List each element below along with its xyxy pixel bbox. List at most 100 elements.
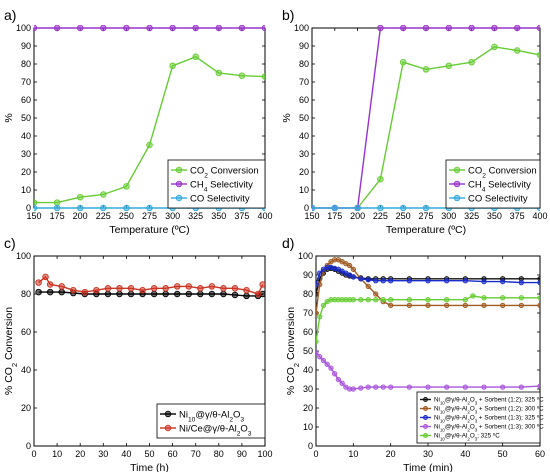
- data-point: [380, 384, 386, 390]
- x-tick-label: 275: [418, 211, 433, 221]
- y-axis-label: % CO2 Conversion: [285, 307, 301, 395]
- data-point: [388, 278, 394, 284]
- data-point: [399, 204, 407, 211]
- data-point: [104, 290, 112, 298]
- data-point: [208, 290, 216, 298]
- data-point: [328, 365, 334, 371]
- legend-swatch-marker: [164, 410, 172, 418]
- data-point: [425, 297, 431, 303]
- legend-swatch-marker: [423, 406, 428, 411]
- data-point: [513, 47, 521, 54]
- x-tick-label: 375: [234, 211, 249, 221]
- data-point: [104, 285, 112, 292]
- y-tick-label: 60: [21, 95, 31, 105]
- data-point: [42, 273, 49, 281]
- x-axis-label: Temperature (ºC): [109, 224, 189, 236]
- data-point: [70, 286, 77, 294]
- data-point: [536, 51, 540, 59]
- data-point: [500, 302, 506, 309]
- series-line: [316, 352, 540, 390]
- y-tick-label: 60: [21, 327, 31, 337]
- x-tick-label: 400: [532, 211, 547, 221]
- data-point: [536, 25, 540, 32]
- data-point: [462, 302, 468, 309]
- panel-d: d) 0 10 20 30 40 50 60 0 10 20 30 40 50 60 70 80 90 100 Tim…: [282, 235, 545, 472]
- legend-swatch-marker: [423, 433, 428, 438]
- legend-swatch-marker: [453, 194, 461, 202]
- x-tick-label: 225: [373, 211, 388, 221]
- data-point: [373, 278, 379, 284]
- data-point: [470, 293, 476, 299]
- data-point: [254, 290, 262, 298]
- data-point: [365, 297, 371, 303]
- data-point: [150, 290, 158, 298]
- data-point: [146, 25, 153, 32]
- x-tick-label: 20: [386, 449, 396, 459]
- data-point: [481, 278, 487, 285]
- data-point: [316, 281, 319, 288]
- legend-entry: CH4 Selectivity: [190, 179, 253, 193]
- data-point: [146, 204, 153, 211]
- data-point: [518, 302, 524, 309]
- x-tick-label: 275: [142, 211, 157, 221]
- data-point: [192, 53, 199, 61]
- data-point: [445, 62, 453, 70]
- data-point: [462, 384, 468, 390]
- y-tick-label: 0: [304, 203, 309, 213]
- data-point: [123, 204, 130, 211]
- legend-entry: Ni10@γ/θ-Al2O3 + Sorbent (1:3); 300 ºC: [434, 424, 544, 433]
- x-tick-label: 30: [423, 449, 433, 459]
- data-point: [58, 283, 65, 290]
- y-tick-label: 20: [21, 403, 31, 413]
- x-tick-label: 150: [304, 211, 319, 221]
- legend-swatch-marker: [453, 180, 461, 188]
- x-tick-label: 175: [50, 211, 65, 221]
- data-point: [422, 25, 430, 32]
- data-point: [388, 302, 394, 309]
- data-point: [425, 302, 431, 309]
- y-axis-label: %: [3, 113, 15, 122]
- x-tick-label: 20: [75, 449, 85, 459]
- data-point: [422, 204, 430, 211]
- x-tick-label: 30: [98, 449, 108, 459]
- x-tick-label: 400: [257, 211, 272, 221]
- panel-label: d): [282, 235, 294, 251]
- data-point: [81, 288, 89, 296]
- data-point: [491, 25, 498, 32]
- x-tick-label: 10: [52, 449, 62, 459]
- legend-entry: Ni10@γ/θ-Al2O3 + Sorbent (1:2); 300 ºC: [434, 406, 544, 415]
- data-point: [34, 199, 38, 206]
- x-tick-label: 60: [535, 449, 545, 459]
- data-point: [34, 25, 38, 32]
- data-point: [162, 285, 169, 292]
- x-tick-label: 350: [211, 211, 226, 221]
- x-tick-label: 0: [313, 449, 318, 459]
- data-point: [537, 279, 540, 286]
- data-point: [406, 384, 412, 390]
- data-point: [162, 290, 169, 298]
- y-tick-label: 100: [294, 23, 309, 33]
- data-point: [312, 204, 316, 211]
- data-point: [500, 278, 506, 285]
- y-tick-label: 40: [21, 131, 31, 141]
- x-tick-label: 50: [498, 449, 508, 459]
- y-tick-label: 20: [303, 403, 313, 413]
- data-point: [388, 297, 394, 303]
- data-point: [444, 302, 450, 309]
- y-tick-label: 60: [299, 95, 309, 105]
- panel-label: b): [282, 7, 294, 23]
- x-tick-label: 0: [31, 449, 36, 459]
- data-point: [380, 297, 386, 303]
- x-tick-label: 200: [350, 211, 365, 221]
- y-axis-label: % CO2 Conversion: [3, 307, 19, 395]
- x-axis-label: Time (h): [130, 462, 169, 472]
- data-point: [350, 386, 356, 392]
- panel-label: c): [4, 235, 16, 251]
- panel-label: a): [4, 7, 16, 23]
- data-point: [76, 25, 84, 32]
- data-point: [35, 288, 42, 296]
- data-point: [53, 199, 61, 206]
